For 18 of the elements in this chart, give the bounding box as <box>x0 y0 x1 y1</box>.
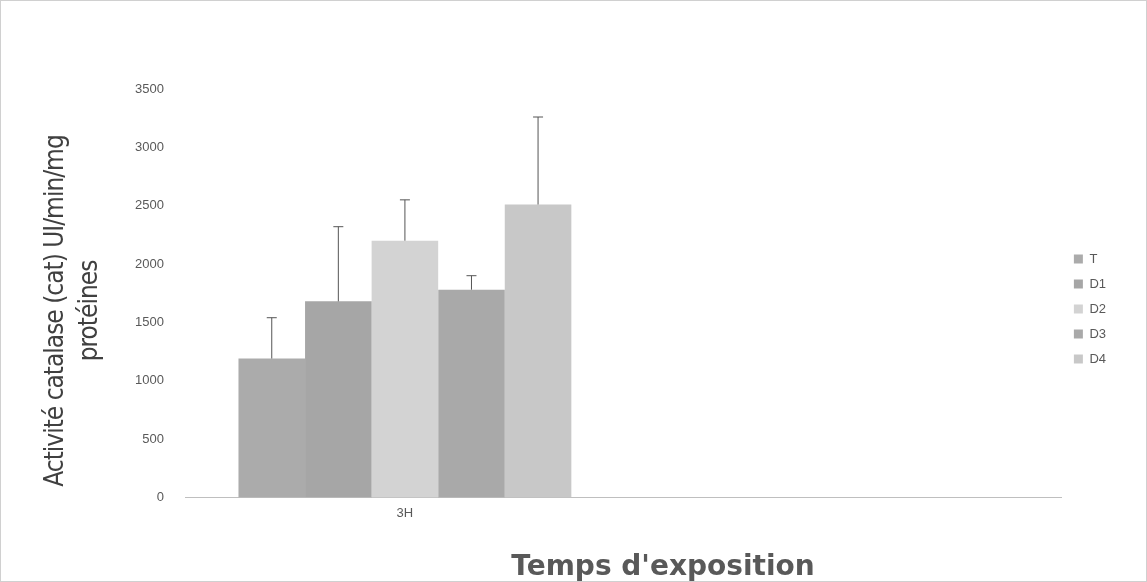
y-tick-label: 500 <box>142 430 164 446</box>
legend-label: D3 <box>1089 325 1107 341</box>
bar <box>438 289 505 498</box>
y-tick-label: 2000 <box>135 255 164 271</box>
legend-label: T <box>1089 250 1098 266</box>
y-tick-label: 3000 <box>135 138 164 154</box>
y-tick-label: 2500 <box>135 197 164 213</box>
y-tick-label: 1000 <box>135 372 164 388</box>
legend-label: D2 <box>1089 300 1107 316</box>
y-tick-label: 0 <box>156 488 164 504</box>
y-tick-label: 3500 <box>135 80 164 96</box>
bar <box>371 240 439 498</box>
legend-label: D4 <box>1089 350 1107 366</box>
y-tick-label: 1500 <box>135 313 164 329</box>
x-axis-title: Temps d'exposition <box>510 549 816 582</box>
x-tick-label: 3H <box>396 504 414 520</box>
y-axis-title: Activité catalase (cat) UI/min/mg protéines <box>38 134 104 489</box>
legend-label: D1 <box>1089 275 1107 291</box>
